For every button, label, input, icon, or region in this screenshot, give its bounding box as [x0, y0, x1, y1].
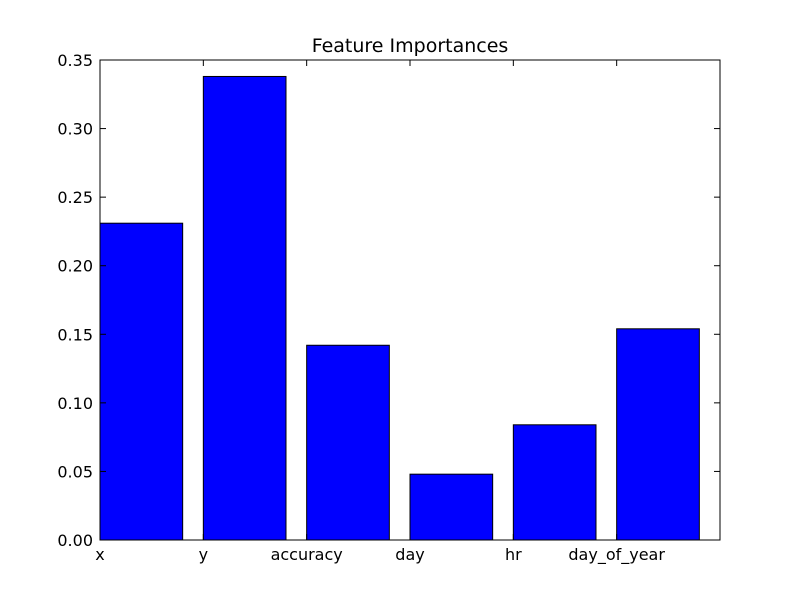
x-tick-label-day: day	[395, 545, 424, 564]
y-axis: 0.00 0.05 0.10 0.15 0.20 0.25 0.30 0.35	[57, 51, 720, 550]
bar-x	[99, 222, 184, 541]
x-tick-label-hr: hr	[505, 545, 522, 564]
y-tick-label: 0.30	[57, 120, 93, 139]
bar-hr	[512, 424, 597, 541]
x-tick-label-y: y	[199, 545, 208, 564]
chart-title: Feature Importances	[312, 35, 509, 57]
y-tick-label: 0.15	[57, 325, 93, 344]
bar-accuracy	[306, 344, 390, 541]
y-tick-label: 0.10	[57, 394, 93, 413]
x-tick-label-accuracy: accuracy	[271, 545, 343, 564]
bars-group	[99, 75, 700, 541]
bar-y	[202, 75, 287, 541]
x-tick-label-day_of_year: day_of_year	[568, 545, 665, 565]
y-tick-label: 0.00	[57, 531, 93, 550]
x-axis: x y accuracy day hr day_of_year	[95, 60, 665, 565]
y-tick-label: 0.20	[57, 257, 93, 276]
bar-day_of_year	[616, 328, 700, 541]
x-tick-label-x: x	[95, 545, 104, 564]
bar-day	[409, 473, 494, 541]
y-tick-label: 0.35	[57, 51, 93, 70]
y-tick-label: 0.25	[57, 188, 93, 207]
y-tick-label: 0.05	[57, 462, 93, 481]
